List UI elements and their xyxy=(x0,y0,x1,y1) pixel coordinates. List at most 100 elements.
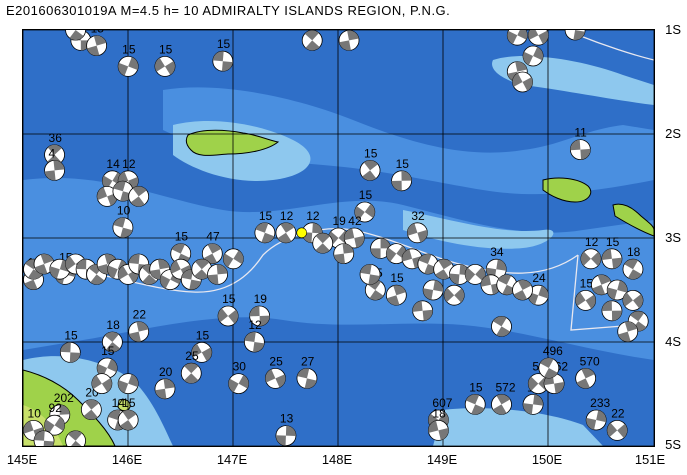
beachball[interactable] xyxy=(228,373,249,395)
lon-label-148e: 148E xyxy=(321,452,353,467)
beachball[interactable] xyxy=(191,341,213,363)
beachball[interactable] xyxy=(527,30,549,46)
beachball[interactable] xyxy=(622,289,644,311)
beachball[interactable] xyxy=(44,414,65,436)
beachball[interactable] xyxy=(385,284,407,306)
lon-label-149e: 149E xyxy=(426,452,458,467)
beachball[interactable] xyxy=(301,30,323,51)
beachball[interactable] xyxy=(575,289,597,311)
beachball-quadrant xyxy=(601,300,612,311)
beachball-quadrant xyxy=(84,399,100,410)
beachball[interactable] xyxy=(538,357,560,379)
beachball[interactable] xyxy=(428,419,449,441)
beachball[interactable] xyxy=(212,50,234,72)
beachball[interactable] xyxy=(464,263,486,285)
beachball[interactable] xyxy=(275,222,297,244)
beachball[interactable] xyxy=(338,30,360,51)
beachball[interactable] xyxy=(180,362,202,384)
beachball[interactable] xyxy=(606,279,628,301)
beachball[interactable] xyxy=(59,341,81,363)
beachball[interactable] xyxy=(117,373,139,395)
beachball[interactable] xyxy=(564,30,586,41)
beachball[interactable] xyxy=(601,248,623,270)
beachball[interactable] xyxy=(96,185,118,207)
beachball[interactable] xyxy=(249,305,271,327)
beachball[interactable] xyxy=(506,30,528,46)
beachball[interactable] xyxy=(128,321,150,343)
beachball[interactable] xyxy=(391,170,413,192)
beachball[interactable] xyxy=(33,430,55,446)
beachball[interactable] xyxy=(207,263,228,285)
beachball-quadrant xyxy=(573,30,585,41)
beachball[interactable] xyxy=(512,71,533,93)
beachball[interactable] xyxy=(512,279,533,301)
beachball-quadrant xyxy=(255,222,269,233)
beachball[interactable] xyxy=(154,56,176,77)
beachball[interactable] xyxy=(112,217,134,239)
beachball[interactable] xyxy=(491,315,512,337)
beachball-quadrant xyxy=(54,416,65,431)
beachball[interactable] xyxy=(91,373,113,395)
beachball[interactable] xyxy=(580,248,602,270)
mid-ocean-band xyxy=(23,177,654,360)
beachball[interactable] xyxy=(86,35,108,56)
beachball[interactable] xyxy=(569,139,591,160)
beachball[interactable] xyxy=(201,243,223,265)
beachball[interactable] xyxy=(65,430,86,446)
beachball[interactable] xyxy=(343,227,365,249)
beachball[interactable] xyxy=(464,393,486,415)
beachball[interactable] xyxy=(264,367,286,389)
beachball[interactable] xyxy=(217,305,239,327)
beachball[interactable] xyxy=(44,159,65,181)
beachball-quadrant xyxy=(617,423,628,438)
beachball[interactable] xyxy=(222,248,244,270)
map-frame[interactable]: 1616151515151528151612364141210151515321… xyxy=(22,29,655,447)
beachball[interactable] xyxy=(101,331,123,353)
beachball[interactable] xyxy=(617,321,639,343)
map-canvas[interactable]: 1616151515151528151612364141210151515321… xyxy=(23,30,654,446)
beachball[interactable] xyxy=(485,258,507,280)
beachball[interactable] xyxy=(128,185,150,207)
beachball[interactable] xyxy=(606,419,628,441)
beachball[interactable] xyxy=(117,56,139,77)
beachball[interactable] xyxy=(275,425,297,446)
beachball[interactable] xyxy=(359,159,381,181)
beachball[interactable] xyxy=(333,243,355,265)
beachball[interactable] xyxy=(585,409,607,431)
beachball[interactable] xyxy=(385,243,407,265)
lat-label-4s: 4S xyxy=(665,334,681,349)
beachball-quadrant xyxy=(130,196,145,207)
beachball[interactable] xyxy=(575,367,597,389)
beachball[interactable] xyxy=(522,45,544,67)
beachball[interactable] xyxy=(522,393,544,415)
beachball[interactable] xyxy=(443,284,465,306)
beachball[interactable] xyxy=(412,300,434,322)
depth-label: 10 xyxy=(117,204,131,218)
beachball[interactable] xyxy=(96,357,118,379)
beachball[interactable] xyxy=(433,258,455,280)
beachball[interactable] xyxy=(406,222,428,244)
beachball[interactable] xyxy=(601,300,623,322)
beachball[interactable] xyxy=(154,378,176,400)
beachball[interactable] xyxy=(370,237,391,259)
beachball-quadrant xyxy=(212,51,224,62)
beachball[interactable] xyxy=(243,331,265,353)
beachball[interactable] xyxy=(449,263,470,285)
beachball[interactable] xyxy=(312,232,334,254)
epicenter-marker[interactable] xyxy=(296,227,307,239)
beachball[interactable] xyxy=(254,222,276,244)
beachball[interactable] xyxy=(65,30,86,41)
beachball-quadrant xyxy=(207,243,222,254)
beachball[interactable] xyxy=(480,274,502,296)
beachball[interactable] xyxy=(622,258,644,280)
beachball[interactable] xyxy=(354,201,376,223)
beachball[interactable] xyxy=(591,274,612,296)
beachball[interactable] xyxy=(359,263,381,285)
beachball-quadrant xyxy=(233,250,244,265)
beachball[interactable] xyxy=(191,258,213,280)
beachball[interactable] xyxy=(422,279,444,301)
beachball[interactable] xyxy=(491,393,512,415)
beachball[interactable] xyxy=(80,399,102,421)
beachball[interactable] xyxy=(296,367,318,389)
beachball[interactable] xyxy=(117,409,139,431)
